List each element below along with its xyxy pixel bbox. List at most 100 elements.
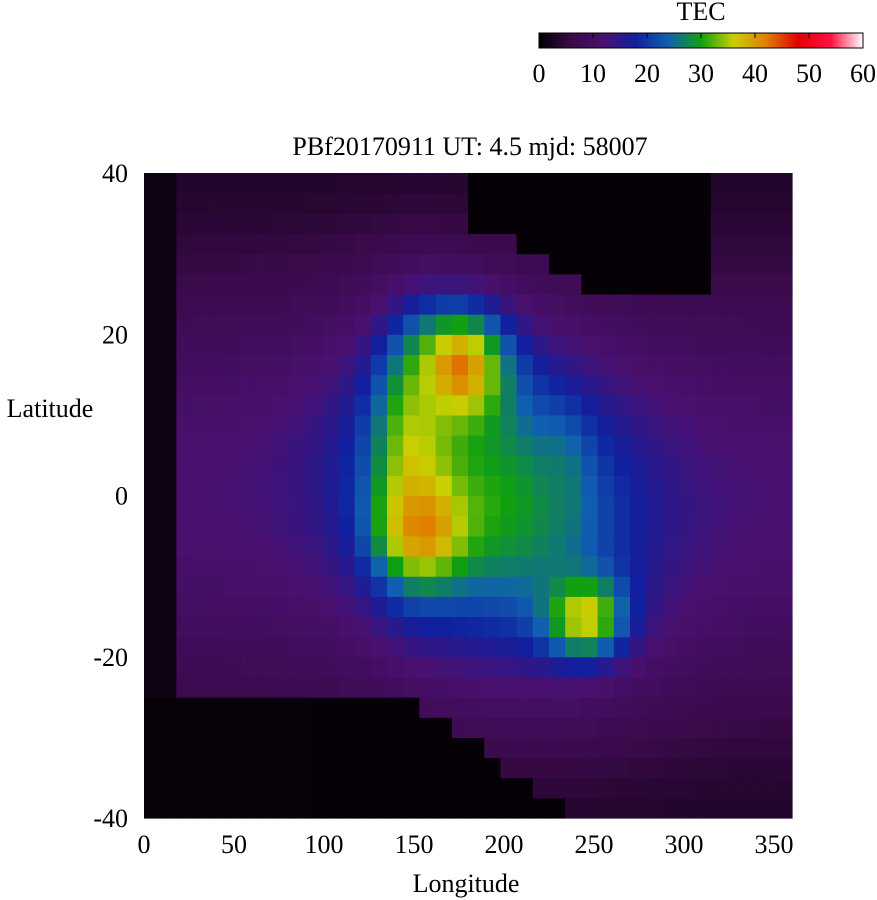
heatmap-cell (468, 374, 485, 396)
heatmap-cell (694, 797, 712, 819)
heatmap-cell (225, 253, 242, 275)
heatmap-cell (257, 273, 275, 295)
heatmap-cell (176, 676, 194, 698)
heatmap-cell (338, 797, 356, 819)
heatmap-cell (565, 253, 582, 275)
heatmap-cell (646, 394, 663, 416)
heatmap-cell (208, 737, 226, 759)
heatmap-cell (630, 435, 647, 456)
heatmap-cell (516, 777, 534, 799)
heatmap-cell (273, 515, 291, 537)
colorbar-tick-label: 10 (580, 59, 606, 88)
heatmap-cell (597, 213, 615, 235)
heatmap-cell (451, 576, 469, 597)
heatmap-cell (468, 555, 485, 577)
heatmap-cell (387, 596, 404, 618)
heatmap-cell (403, 293, 420, 315)
heatmap-cell (435, 697, 453, 718)
heatmap-cell (694, 656, 712, 678)
heatmap-cell (370, 293, 388, 315)
heatmap-cell (727, 394, 744, 416)
heatmap-cell (289, 374, 307, 396)
heatmap-cell (387, 576, 404, 597)
heatmap-cell (435, 515, 453, 537)
heatmap-cell (176, 697, 194, 718)
heatmap-cell (144, 435, 161, 456)
heatmap-cell (516, 475, 534, 497)
heatmap-cell (727, 193, 744, 214)
heatmap-cell (306, 576, 323, 597)
heatmap-cell (581, 455, 599, 476)
heatmap-cell (192, 273, 210, 295)
heatmap-cell (630, 515, 647, 537)
heatmap-cell (532, 797, 550, 819)
heatmap-cell (468, 777, 485, 799)
heatmap-cell (387, 233, 404, 255)
heatmap-cell (775, 213, 793, 235)
heatmap-cell (694, 535, 712, 557)
heatmap-cell (500, 293, 518, 315)
heatmap-cell (613, 414, 631, 436)
heatmap-cell (419, 555, 437, 577)
heatmap-cell (289, 455, 307, 476)
heatmap-cell (759, 455, 777, 476)
heatmap-cell (160, 777, 177, 799)
heatmap-cells (144, 173, 793, 819)
heatmap-cell (289, 596, 307, 618)
heatmap-cell (662, 314, 680, 335)
heatmap-cell (176, 495, 194, 517)
heatmap-cell (727, 435, 744, 456)
heatmap-cell (759, 273, 777, 295)
heatmap-cell (257, 616, 275, 638)
heatmap-cell (273, 455, 291, 476)
heatmap-cell (727, 374, 744, 396)
heatmap-cell (451, 777, 469, 799)
heatmap-cell (273, 656, 291, 678)
heatmap-cell (484, 757, 501, 779)
heatmap-cell (468, 737, 485, 759)
heatmap-cell (516, 636, 534, 658)
heatmap-cell (630, 697, 647, 718)
heatmap-cell (613, 555, 631, 577)
heatmap-cell (581, 596, 599, 618)
heatmap-cell (484, 314, 501, 335)
heatmap-cell (500, 233, 518, 255)
heatmap-cell (176, 354, 194, 376)
heatmap-cell (597, 173, 615, 194)
heatmap-cell (338, 374, 356, 396)
heatmap-cell (144, 213, 161, 235)
heatmap-cell (775, 636, 793, 658)
heatmap-cell (613, 314, 631, 335)
heatmap-cell (306, 213, 323, 235)
heatmap-cell (257, 334, 275, 356)
heatmap-cell (532, 173, 550, 194)
heatmap-cell (500, 757, 518, 779)
heatmap-cell (354, 354, 372, 376)
heatmap-cell (176, 293, 194, 315)
heatmap-cell (549, 374, 566, 396)
heatmap-cell (630, 777, 647, 799)
heatmap-cell (759, 535, 777, 557)
heatmap-cell (662, 455, 680, 476)
x-tick-label: 300 (665, 830, 704, 859)
heatmap-cell (451, 515, 469, 537)
heatmap-cell (646, 374, 663, 396)
heatmap-cell (565, 697, 582, 718)
heatmap-cell (711, 636, 728, 658)
heatmap-cell (646, 314, 663, 335)
heatmap-cell (597, 656, 615, 678)
heatmap-cell (694, 697, 712, 718)
heatmap-cell (694, 555, 712, 577)
heatmap-cell (565, 737, 582, 759)
heatmap-cell (630, 374, 647, 396)
heatmap-cell (662, 213, 680, 235)
heatmap-cell (516, 555, 534, 577)
heatmap-cell (403, 636, 420, 658)
heatmap-cell (646, 475, 663, 497)
heatmap-cell (322, 233, 339, 255)
heatmap-cell (403, 576, 420, 597)
heatmap-cell (662, 797, 680, 819)
y-tick-label: 40 (102, 159, 128, 188)
heatmap-cell (565, 293, 582, 315)
heatmap-cell (160, 435, 177, 456)
